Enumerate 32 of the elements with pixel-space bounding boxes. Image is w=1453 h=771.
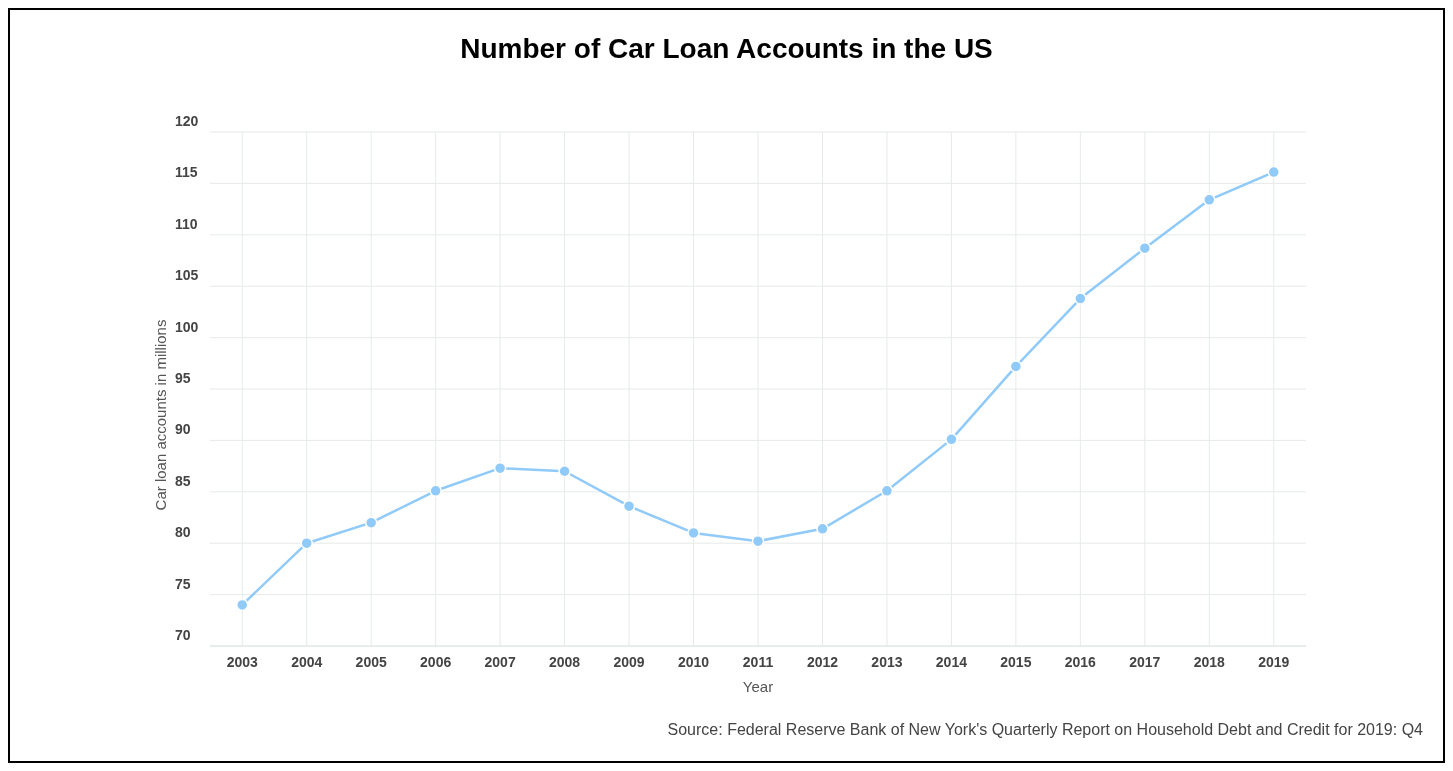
x-tick-label: 2019	[1258, 654, 1290, 670]
y-tick-label: 75	[175, 575, 191, 592]
y-tick-label: 70	[175, 627, 191, 643]
x-axis-title: Year	[742, 678, 774, 695]
x-tick-label: 2017	[1129, 654, 1161, 670]
y-tick-label: 85	[175, 472, 191, 489]
x-tick-label: 2003	[226, 654, 259, 670]
chart-title: Number of Car Loan Accounts in the US	[460, 33, 993, 64]
x-tick-label: 2013	[871, 654, 903, 670]
x-tick-label: 2018	[1193, 654, 1226, 670]
y-tick-label: 90	[175, 421, 191, 438]
x-tick-label: 2016	[1064, 654, 1097, 670]
x-tick-label: 2004	[291, 654, 323, 670]
y-axis-title: Car loan accounts in millions	[152, 319, 169, 511]
x-tick-label: 2009	[613, 654, 645, 670]
y-tick-label: 110	[175, 215, 198, 232]
source-note: Source: Federal Reserve Bank of New York's Quarterly Report on Household Debt and Credit for 2019: Q4	[667, 721, 1424, 738]
x-tick-label: 2012	[806, 654, 839, 670]
y-tick-label: 115	[175, 164, 198, 181]
y-tick-label: 105	[175, 267, 199, 284]
x-tick-label: 2007	[484, 654, 516, 670]
x-tick-label: 2015	[1000, 654, 1032, 670]
y-tick-label: 80	[175, 524, 191, 541]
x-tick-label: 2008	[549, 654, 581, 670]
y-tick-label: 120	[175, 113, 199, 129]
x-tick-label: 2005	[355, 654, 387, 670]
x-tick-label: 2011	[742, 654, 774, 670]
x-tick-label: 2006	[420, 654, 452, 670]
x-tick-label: 2010	[677, 654, 710, 670]
y-tick-label: 100	[175, 318, 199, 335]
x-tick-label: 2014	[935, 654, 968, 670]
y-tick-label: 95	[175, 370, 191, 386]
